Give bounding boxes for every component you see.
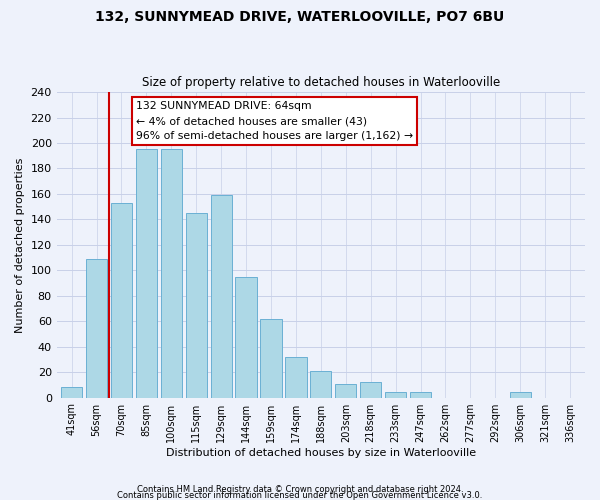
Bar <box>310 371 331 398</box>
Bar <box>410 392 431 398</box>
Bar <box>211 195 232 398</box>
Y-axis label: Number of detached properties: Number of detached properties <box>15 157 25 332</box>
Bar <box>136 150 157 398</box>
Text: 132, SUNNYMEAD DRIVE, WATERLOOVILLE, PO7 6BU: 132, SUNNYMEAD DRIVE, WATERLOOVILLE, PO7… <box>95 10 505 24</box>
Bar <box>235 276 257 398</box>
X-axis label: Distribution of detached houses by size in Waterlooville: Distribution of detached houses by size … <box>166 448 476 458</box>
Bar <box>286 357 307 398</box>
Bar <box>111 203 132 398</box>
Bar <box>385 392 406 398</box>
Bar <box>335 384 356 398</box>
Bar <box>86 259 107 398</box>
Bar <box>161 150 182 398</box>
Bar <box>61 388 82 398</box>
Bar <box>509 392 531 398</box>
Bar <box>360 382 381 398</box>
Text: Contains HM Land Registry data © Crown copyright and database right 2024.: Contains HM Land Registry data © Crown c… <box>137 484 463 494</box>
Bar <box>260 318 281 398</box>
Text: 132 SUNNYMEAD DRIVE: 64sqm
← 4% of detached houses are smaller (43)
96% of semi-: 132 SUNNYMEAD DRIVE: 64sqm ← 4% of detac… <box>136 101 413 141</box>
Title: Size of property relative to detached houses in Waterlooville: Size of property relative to detached ho… <box>142 76 500 90</box>
Bar <box>185 213 207 398</box>
Text: Contains public sector information licensed under the Open Government Licence v3: Contains public sector information licen… <box>118 490 482 500</box>
